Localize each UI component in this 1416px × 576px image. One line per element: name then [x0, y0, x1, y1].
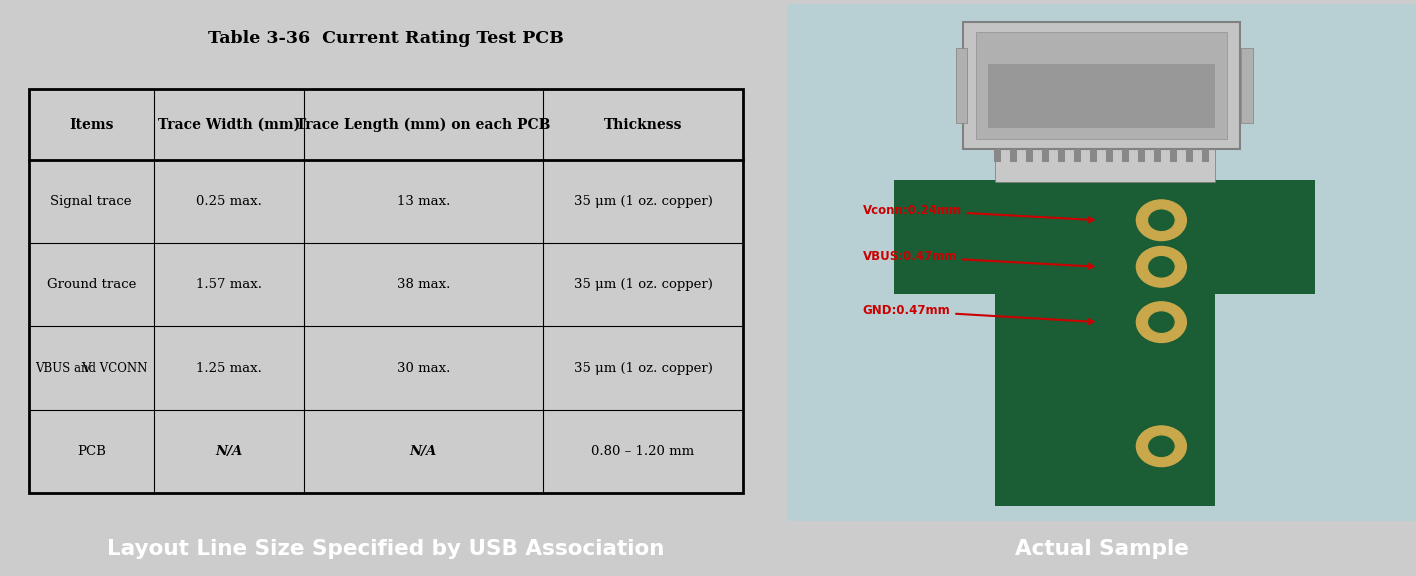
Bar — [1027, 149, 1034, 162]
Circle shape — [1136, 301, 1188, 344]
Text: Table 3-36  Current Rating Test PCB: Table 3-36 Current Rating Test PCB — [208, 30, 564, 47]
Text: 1.25 max.: 1.25 max. — [195, 362, 262, 374]
Bar — [1170, 149, 1177, 162]
Circle shape — [1147, 255, 1175, 278]
Text: 1.57 max.: 1.57 max. — [195, 278, 262, 291]
Circle shape — [1147, 435, 1175, 458]
Text: Layout Line Size Specified by USB Association: Layout Line Size Specified by USB Associ… — [108, 539, 664, 559]
Bar — [1202, 149, 1209, 162]
Text: N/A: N/A — [215, 445, 242, 458]
Text: VBUS:0.47mm: VBUS:0.47mm — [862, 250, 1093, 268]
Text: 35 μm (1 oz. copper): 35 μm (1 oz. copper) — [573, 362, 712, 374]
Text: 35 μm (1 oz. copper): 35 μm (1 oz. copper) — [573, 278, 712, 291]
Bar — [1090, 149, 1097, 162]
Text: VBUS and VCONN: VBUS and VCONN — [35, 362, 147, 374]
Text: N/A: N/A — [409, 445, 438, 458]
Bar — [1106, 149, 1113, 162]
Text: 38 max.: 38 max. — [396, 278, 450, 291]
Bar — [1042, 149, 1049, 162]
Bar — [1058, 149, 1065, 162]
Bar — [1121, 149, 1129, 162]
Circle shape — [1136, 199, 1188, 242]
Text: Items: Items — [69, 118, 113, 132]
Bar — [994, 149, 1001, 162]
Bar — [995, 146, 1215, 183]
Bar — [988, 63, 1215, 128]
Bar — [1154, 149, 1161, 162]
Text: 0.80 – 1.20 mm: 0.80 – 1.20 mm — [592, 445, 695, 458]
Bar — [995, 237, 1215, 506]
Text: Trace Length (mm) on each PCB: Trace Length (mm) on each PCB — [296, 118, 551, 132]
Text: PCB: PCB — [76, 445, 106, 458]
Text: Ground trace: Ground trace — [47, 278, 136, 291]
Bar — [1011, 149, 1017, 162]
Text: 0.25 max.: 0.25 max. — [195, 195, 262, 208]
Text: Vconn:0.24mm: Vconn:0.24mm — [862, 203, 1093, 222]
Text: Trace Width (mm): Trace Width (mm) — [157, 118, 300, 132]
Text: 30 max.: 30 max. — [396, 362, 450, 374]
Bar — [963, 22, 1240, 149]
Circle shape — [1147, 209, 1175, 232]
Text: Thickness: Thickness — [603, 118, 683, 132]
Circle shape — [1147, 311, 1175, 334]
Text: Signal trace: Signal trace — [51, 195, 132, 208]
Text: 13 max.: 13 max. — [396, 195, 450, 208]
Bar — [893, 180, 1315, 294]
Text: Actual Sample: Actual Sample — [1015, 539, 1188, 559]
Text: V: V — [82, 362, 91, 374]
Circle shape — [1136, 245, 1188, 289]
Bar — [976, 32, 1228, 138]
Bar — [956, 48, 967, 123]
Bar — [1187, 149, 1192, 162]
Bar — [1138, 149, 1146, 162]
Bar — [1242, 48, 1253, 123]
Text: 35 μm (1 oz. copper): 35 μm (1 oz. copper) — [573, 195, 712, 208]
Circle shape — [1136, 425, 1188, 468]
Bar — [1075, 149, 1082, 162]
Text: GND:0.47mm: GND:0.47mm — [862, 304, 1093, 324]
